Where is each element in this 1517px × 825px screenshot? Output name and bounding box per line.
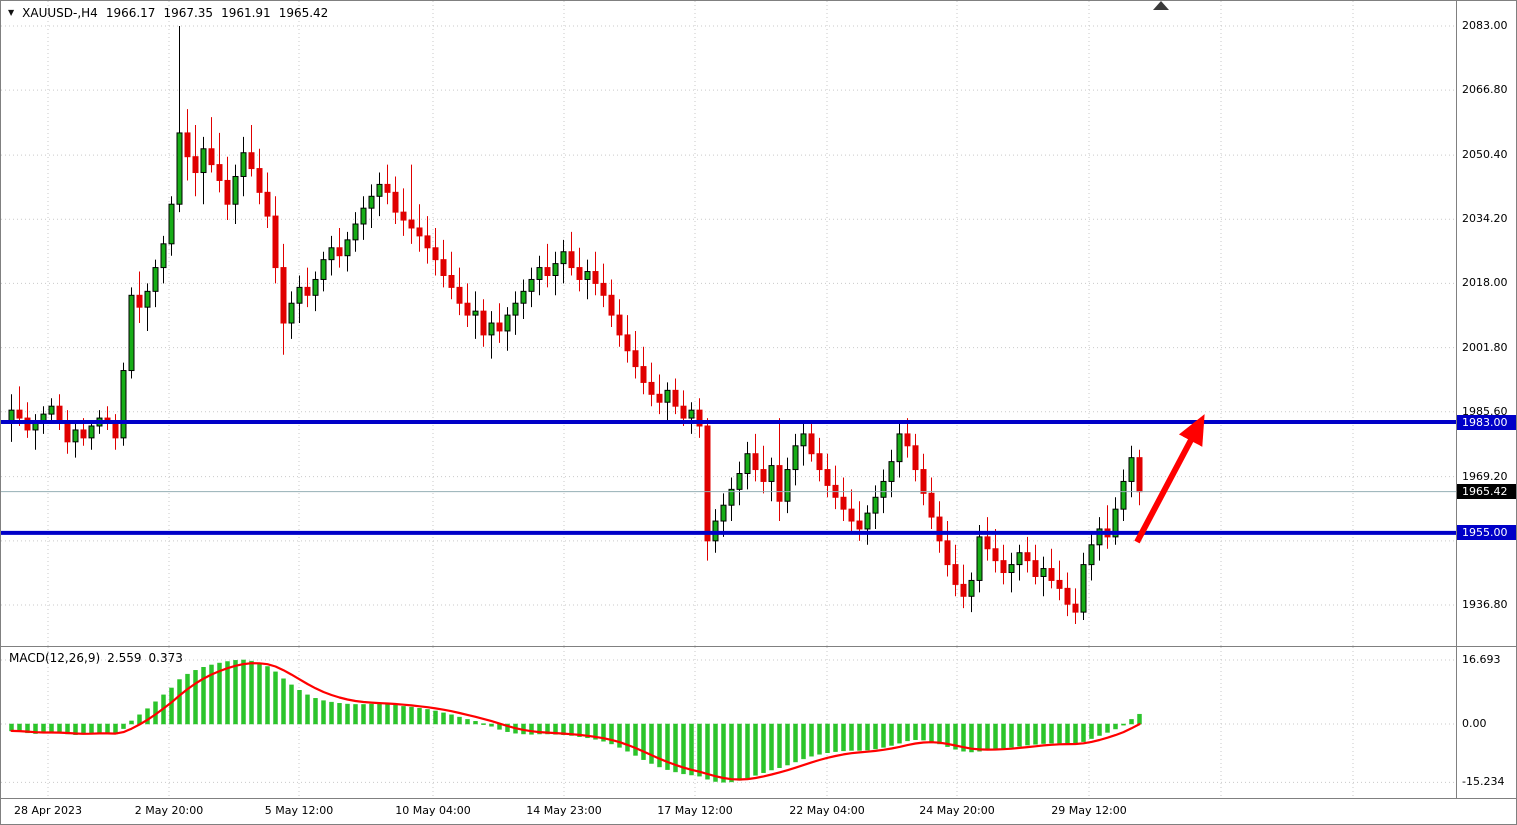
one-click-trading-toggle-icon[interactable]: ▼ — [8, 8, 15, 17]
price-tick-label: 1969.20 — [1462, 469, 1508, 483]
macd-name: MACD(12,26,9) — [9, 651, 101, 665]
level-price-tag: 1955.00 — [1457, 525, 1516, 541]
time-tick-label: 5 May 12:00 — [264, 804, 334, 817]
macd-tick-label: 16.693 — [1462, 652, 1501, 666]
price-tick-label: 2018.00 — [1462, 276, 1508, 290]
time-axis-separator — [1, 798, 1516, 799]
macd-value-signal: 0.373 — [148, 651, 183, 665]
macd-indicator-label: MACD(12,26,9) 2.559 0.373 — [9, 651, 183, 665]
time-tick-label: 29 May 12:00 — [1051, 804, 1127, 817]
macd-histogram — [9, 659, 1142, 783]
level-price-tag: 1983.00 — [1457, 414, 1516, 430]
time-tick-label: 17 May 12:00 — [657, 804, 733, 817]
price-tick-label: 2034.20 — [1462, 212, 1508, 226]
macd-grid — [1, 647, 1456, 798]
ohlc-high: 1967.35 — [163, 6, 214, 20]
current-price-tag: 1965.42 — [1457, 484, 1516, 500]
time-tick-label: 14 May 23:00 — [526, 804, 602, 817]
macd-value-main: 2.559 — [107, 651, 142, 665]
chart-shift-marker-icon[interactable] — [1153, 1, 1169, 10]
price-tick-label: 2050.40 — [1462, 148, 1508, 162]
chart-ohlc-header: ▼ XAUUSD-,H4 1966.17 1967.35 1961.91 196… — [8, 6, 328, 20]
time-tick-label: 10 May 04:00 — [395, 804, 471, 817]
ohlc-open: 1966.17 — [105, 6, 156, 20]
time-tick-label: 22 May 04:00 — [789, 804, 865, 817]
macd-signal-line — [10, 662, 1141, 781]
price-tick-label: 2001.80 — [1462, 340, 1508, 354]
macd-tick-label: 0.00 — [1462, 717, 1487, 730]
ohlc-low: 1961.91 — [221, 6, 271, 20]
ohlc-close: 1965.42 — [278, 6, 329, 20]
price-tick-label: 2083.00 — [1462, 19, 1508, 32]
symbol-period-label: XAUUSD-,H4 — [22, 6, 98, 20]
time-tick-label: 24 May 20:00 — [919, 804, 995, 817]
macd-tick-label: -15.234 — [1462, 775, 1505, 789]
price-grid — [1, 1, 1456, 646]
price-tick-label: 1985.60 — [1462, 404, 1508, 418]
trend-arrow[interactable] — [1134, 414, 1205, 544]
price-tick-label: 1936.80 — [1462, 597, 1508, 611]
price-axis-separator — [1456, 1, 1457, 798]
time-tick-label: 2 May 20:00 — [134, 804, 204, 817]
macd-pane[interactable] — [1, 647, 1456, 798]
price-tick-label: 2066.80 — [1462, 83, 1508, 97]
time-tick-label: 28 Apr 2023 — [13, 804, 83, 817]
price-pane[interactable] — [1, 1, 1456, 646]
pane-splitter[interactable] — [1, 646, 1516, 647]
